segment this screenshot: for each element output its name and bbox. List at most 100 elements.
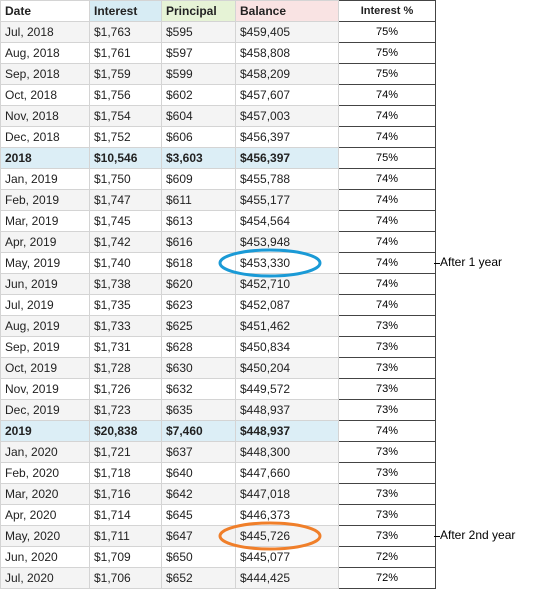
principal-cell: $595 xyxy=(161,21,236,43)
table-row: Aug, 2019 $1,733 $625 $451,462 73% xyxy=(0,315,436,337)
date-cell: Jul, 2018 xyxy=(0,21,90,43)
highlight-ellipse xyxy=(218,521,321,551)
date-cell: Jan, 2020 xyxy=(0,441,90,463)
interest-percent-cell: 73% xyxy=(338,336,436,358)
interest-percent-cell: 73% xyxy=(338,378,436,400)
interest-percent-cell: 72% xyxy=(338,546,436,568)
interest-cell: $1,726 xyxy=(89,378,162,400)
principal-cell: $652 xyxy=(161,567,236,589)
annotation-note: After 1 year xyxy=(440,255,503,269)
table-row: Jan, 2020 $1,721 $637 $448,300 73% xyxy=(0,441,436,463)
interest-cell: $1,756 xyxy=(89,84,162,106)
amortization-table: Date Interest Principal Balance Interest… xyxy=(0,0,436,589)
interest-percent-cell: 73% xyxy=(338,441,436,463)
balance-cell: $451,462 xyxy=(235,315,339,337)
summary-row: 2018 $10,546 $3,603 $456,397 75% xyxy=(0,147,436,169)
principal-cell: $611 xyxy=(161,189,236,211)
interest-cell: $1,733 xyxy=(89,315,162,337)
balance-cell: $457,003 xyxy=(235,105,339,127)
interest-percent-cell: 74% xyxy=(338,273,436,295)
interest-cell: $1,716 xyxy=(89,483,162,505)
interest-percent-cell: 72% xyxy=(338,567,436,589)
interest-percent-cell: 73% xyxy=(338,315,436,337)
interest-cell: $1,747 xyxy=(89,189,162,211)
table-row: Oct, 2019 $1,728 $630 $450,204 73% xyxy=(0,357,436,379)
table-row: Aug, 2018 $1,761 $597 $458,808 75% xyxy=(0,42,436,64)
date-cell: Oct, 2018 xyxy=(0,84,90,106)
interest-percent-cell: 75% xyxy=(338,147,436,169)
interest-cell: $1,752 xyxy=(89,126,162,148)
table-row: Feb, 2019 $1,747 $611 $455,177 74% xyxy=(0,189,436,211)
table-row: Sep, 2019 $1,731 $628 $450,834 73% xyxy=(0,336,436,358)
principal-cell: $625 xyxy=(161,315,236,337)
principal-cell: $640 xyxy=(161,462,236,484)
interest-percent-cell: 74% xyxy=(338,420,436,442)
interest-percent-cell: 74% xyxy=(338,105,436,127)
interest-cell: $1,738 xyxy=(89,273,162,295)
principal-cell: $613 xyxy=(161,210,236,232)
interest-cell: $1,723 xyxy=(89,399,162,421)
principal-cell: $645 xyxy=(161,504,236,526)
interest-cell: $1,721 xyxy=(89,441,162,463)
balance-cell: $457,607 xyxy=(235,84,339,106)
interest-percent-cell: 73% xyxy=(338,483,436,505)
balance-cell: $444,425 xyxy=(235,567,339,589)
interest-percent-cell: 73% xyxy=(338,399,436,421)
date-cell: Oct, 2019 xyxy=(0,357,90,379)
table-row: Dec, 2019 $1,723 $635 $448,937 73% xyxy=(0,399,436,421)
interest-percent-cell: 75% xyxy=(338,42,436,64)
header-principal: Principal xyxy=(161,0,236,22)
principal-cell: $635 xyxy=(161,399,236,421)
balance-cell: $459,405 xyxy=(235,21,339,43)
date-cell: Apr, 2019 xyxy=(0,231,90,253)
principal-cell: $3,603 xyxy=(161,147,236,169)
principal-cell: $604 xyxy=(161,105,236,127)
highlight-ellipse xyxy=(218,248,321,278)
interest-percent-cell: 74% xyxy=(338,294,436,316)
principal-cell: $623 xyxy=(161,294,236,316)
interest-percent-cell: 73% xyxy=(338,525,436,547)
date-cell: Dec, 2018 xyxy=(0,126,90,148)
interest-cell: $1,731 xyxy=(89,336,162,358)
table-row: Jul, 2020 $1,706 $652 $444,425 72% xyxy=(0,567,436,589)
table-row: Mar, 2020 $1,716 $642 $447,018 73% xyxy=(0,483,436,505)
table-row: Feb, 2020 $1,718 $640 $447,660 73% xyxy=(0,462,436,484)
date-cell: Sep, 2019 xyxy=(0,336,90,358)
interest-percent-cell: 74% xyxy=(338,231,436,253)
date-cell: Mar, 2019 xyxy=(0,210,90,232)
interest-cell: $1,709 xyxy=(89,546,162,568)
principal-cell: $602 xyxy=(161,84,236,106)
date-cell: Sep, 2018 xyxy=(0,63,90,85)
table-row: Nov, 2019 $1,726 $632 $449,572 73% xyxy=(0,378,436,400)
date-cell: Jun, 2020 xyxy=(0,546,90,568)
date-cell: 2019 xyxy=(0,420,90,442)
balance-cell: $448,937 xyxy=(235,399,339,421)
interest-cell: $1,742 xyxy=(89,231,162,253)
balance-cell: $447,018 xyxy=(235,483,339,505)
header-date: Date xyxy=(0,0,90,22)
table-row: Jan, 2019 $1,750 $609 $455,788 74% xyxy=(0,168,436,190)
date-cell: Nov, 2019 xyxy=(0,378,90,400)
summary-row: 2019 $20,838 $7,460 $448,937 74% xyxy=(0,420,436,442)
interest-cell: $1,706 xyxy=(89,567,162,589)
table-row: Jun, 2019 $1,738 $620 $452,710 74% xyxy=(0,273,436,295)
interest-cell: $1,728 xyxy=(89,357,162,379)
balance-cell: $450,204 xyxy=(235,357,339,379)
interest-percent-cell: 74% xyxy=(338,189,436,211)
principal-cell: $628 xyxy=(161,336,236,358)
balance-cell: $447,660 xyxy=(235,462,339,484)
principal-cell: $642 xyxy=(161,483,236,505)
interest-percent-cell: 74% xyxy=(338,252,436,274)
interest-percent-cell: 75% xyxy=(338,21,436,43)
balance-cell: $452,087 xyxy=(235,294,339,316)
date-cell: Aug, 2019 xyxy=(0,315,90,337)
note-connector xyxy=(434,263,440,264)
principal-cell: $637 xyxy=(161,441,236,463)
interest-cell: $1,745 xyxy=(89,210,162,232)
interest-percent-cell: 73% xyxy=(338,462,436,484)
table-row: Sep, 2018 $1,759 $599 $458,209 75% xyxy=(0,63,436,85)
balance-cell: $449,572 xyxy=(235,378,339,400)
principal-cell: $620 xyxy=(161,273,236,295)
interest-cell: $20,838 xyxy=(89,420,162,442)
header-balance: Balance xyxy=(235,0,339,22)
